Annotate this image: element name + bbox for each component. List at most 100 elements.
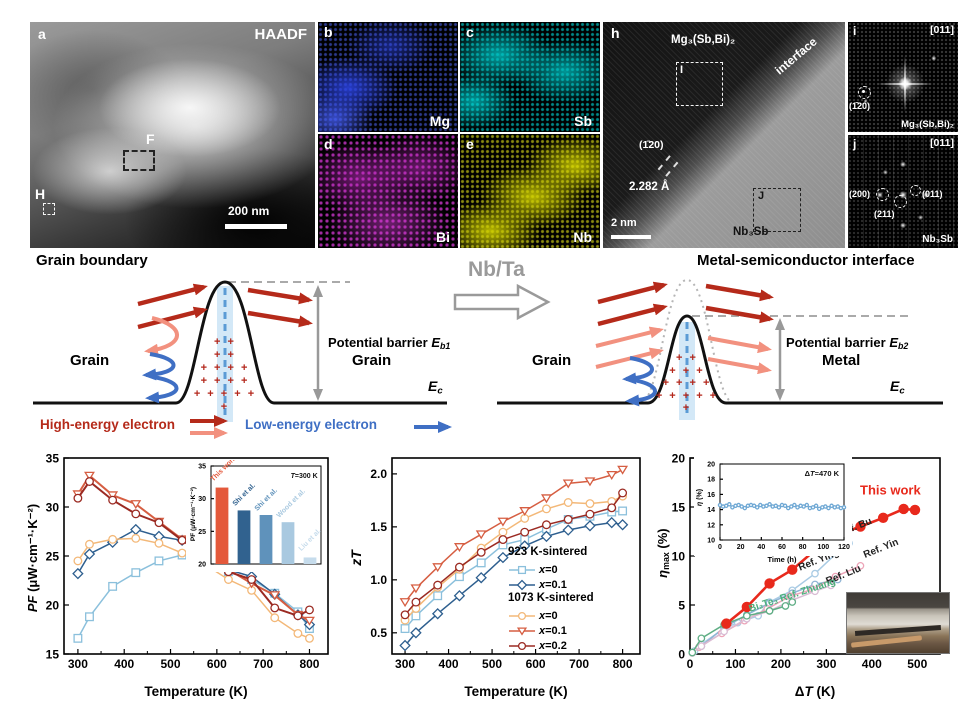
svg-text:Ref. Yin: Ref. Yin [862, 537, 900, 561]
efficiency-chart: 0 100 200 300 400 500 0 5 10 15 20 This work Ref. Bu… [648, 450, 956, 718]
pf-chart-plot: 300 400 500 600 700 800 15 20 25 30 35 [46, 451, 329, 671]
region-i-label: I [680, 64, 684, 76]
legend-header: 923 K-sintered [508, 546, 588, 558]
panel-letter-a: a [38, 26, 46, 42]
svg-text:16: 16 [707, 492, 715, 499]
charge-plus-rows-right: + + + + + + + + + + + + + + + [655, 352, 719, 414]
svg-text:12: 12 [707, 522, 715, 529]
region-h-box [43, 203, 55, 215]
zt-legend: 923 K-sintered x=0 x=0.1 1073 K-sintered x=0… [508, 546, 594, 653]
scalebar-a [225, 224, 287, 229]
pf-xlabel: Temperature (K) [144, 684, 248, 699]
spot-120-label: (1̄20) [849, 101, 871, 111]
interface-title: Metal-semiconductor interface [697, 252, 915, 269]
legend-item: x=0 [508, 562, 594, 577]
svg-text:20: 20 [707, 462, 715, 469]
grain-label-right: Grain [352, 352, 392, 369]
grain-label-right-schematic: Grain [532, 352, 572, 369]
svg-text:200: 200 [771, 657, 791, 671]
svg-text:400: 400 [862, 657, 882, 671]
svg-text:800: 800 [299, 657, 319, 671]
pf-ylabel: PF (μW·cm⁻¹·K⁻²) [25, 503, 40, 613]
svg-text:30: 30 [198, 496, 206, 503]
phase-bottom-label: Nb₃Sb [733, 226, 769, 238]
region-f-box [123, 150, 155, 171]
map-element-bi: Bi [436, 229, 450, 245]
device-photo [846, 592, 950, 654]
svg-text:600: 600 [207, 657, 227, 671]
lattice-fringe-mark [657, 155, 679, 177]
ec-label-left: Ec [428, 378, 443, 397]
zt-chart-plot: 300 400 500 600 700 800 0.5 1.0 1.5 2.0 [370, 457, 641, 671]
legend-item: x=0.2 [508, 638, 594, 653]
svg-text:0.5: 0.5 [370, 626, 387, 640]
panel-letter-d: d [324, 136, 333, 152]
svg-text:20: 20 [737, 544, 745, 551]
phase-j-label: Nb₃Sb [922, 234, 953, 245]
map-element-mg: Mg [429, 113, 450, 129]
eff-inset-ylabel: η (%) [696, 488, 704, 507]
diffraction-spot [862, 90, 865, 93]
svg-text:10: 10 [672, 549, 686, 563]
pf-temperature-chart: 300 400 500 600 700 800 15 20 25 30 35 PF (μW·cm⁻¹… [18, 450, 340, 718]
spot-211-circle [894, 195, 907, 208]
fft-flare-v-icon [904, 56, 906, 112]
svg-text:300: 300 [816, 657, 836, 671]
region-j-label: J [758, 190, 765, 202]
ec-label-right: Ec [890, 378, 905, 397]
eds-map-mg: b Mg [318, 22, 458, 132]
device-photo-wire [851, 634, 923, 648]
svg-text:1.0: 1.0 [370, 573, 387, 587]
svg-text:20: 20 [672, 451, 686, 465]
eff-ylabel: ηmax (%) [654, 528, 672, 578]
svg-text:2.0: 2.0 [370, 467, 387, 481]
pf-inset-ylabel: PF (μW·cm⁻¹·K⁻²) [190, 486, 197, 542]
svg-text:1.5: 1.5 [370, 520, 387, 534]
phase-top-label: Mg₃(Sb,Bi)₂ [671, 34, 736, 46]
legend-item: x=0.1 [508, 623, 594, 638]
region-j-box [753, 188, 801, 232]
svg-text:600: 600 [526, 657, 546, 671]
eff-inset-xlabel: Time (h) [767, 555, 797, 564]
map-element-nb: Nb [573, 229, 592, 245]
spot-211-label: (211) [874, 209, 895, 219]
eds-map-sb: c Sb [460, 22, 600, 132]
panel-letter-e: e [466, 136, 474, 152]
spot-200-circle [876, 188, 889, 201]
svg-text:T=300 K: T=300 K [291, 473, 318, 480]
grain-label-left: Grain [70, 352, 110, 369]
svg-text:14: 14 [707, 507, 715, 514]
phase-i-label: Mg₃(Sb,Bi)₂ [901, 118, 954, 130]
high-energy-legend: High-energy electron [40, 417, 176, 432]
legend-header: 1073 K-sintered [508, 592, 594, 604]
svg-text:700: 700 [569, 657, 589, 671]
svg-text:120: 120 [838, 544, 850, 551]
nb-ta-label: Nb/Ta [468, 258, 525, 281]
svg-text:400: 400 [439, 657, 459, 671]
panel-letter-j: j [853, 137, 857, 151]
svg-text:20: 20 [46, 598, 60, 612]
map-element-sb: Sb [574, 113, 592, 129]
fft-panel-nb3sb: j [011] (200) (011) (211) Nb₃Sb [848, 135, 958, 248]
legend-item: x=0.1 [508, 577, 594, 592]
svg-text:40: 40 [757, 544, 765, 551]
eds-map-bi: d Bi [318, 134, 458, 248]
svg-text:700: 700 [253, 657, 273, 671]
svg-text:80: 80 [799, 544, 807, 551]
legend-item: x=0 [508, 608, 594, 623]
svg-text:60: 60 [778, 544, 786, 551]
svg-text:400: 400 [114, 657, 134, 671]
interface-label: interface [772, 34, 820, 78]
panel-letter-c: c [466, 24, 474, 40]
zone-axis-j: [011] [930, 137, 954, 149]
barrier-label-right: Potential barrier Eb2 [786, 335, 909, 352]
panel-letter-b: b [324, 24, 333, 40]
svg-text:35: 35 [46, 451, 60, 465]
haadf-label: HAADF [254, 26, 308, 43]
svg-text:0: 0 [687, 657, 694, 671]
panel-letter-i: i [853, 24, 857, 38]
eff-xlabel: ΔT (K) [794, 684, 836, 699]
svg-text:25: 25 [46, 549, 60, 563]
svg-text:35: 35 [198, 464, 206, 471]
